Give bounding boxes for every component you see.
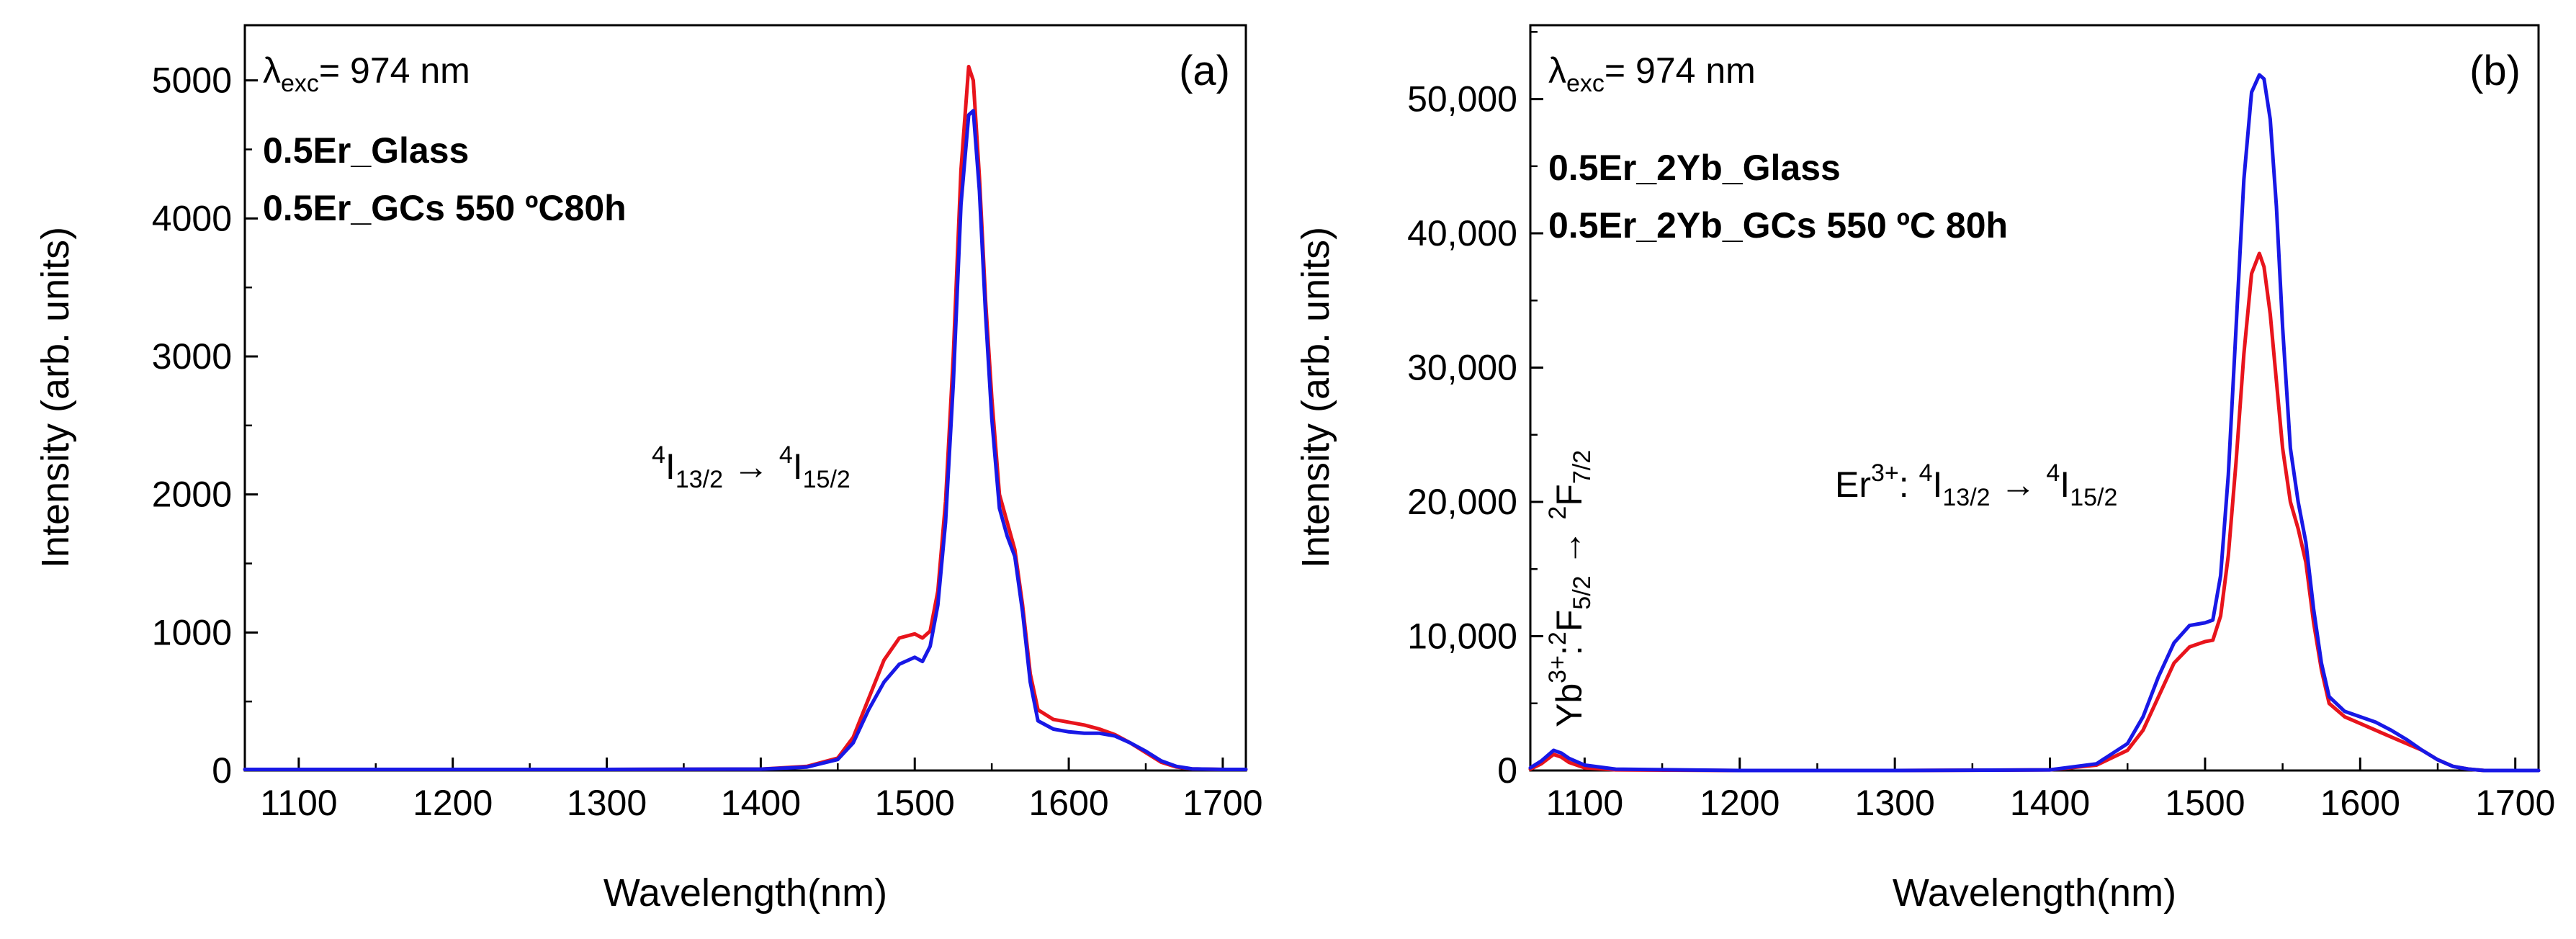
x-tick-label: 1600	[1028, 783, 1108, 823]
y-tick-label: 10,000	[1407, 616, 1517, 657]
x-tick-label: 1500	[2165, 783, 2245, 823]
series-line-glass	[243, 65, 1248, 771]
transition-annotation-a: 4I13/2 → 4I15/2	[652, 441, 851, 493]
y-tick-label: 1000	[152, 612, 232, 652]
y-tick-label: 0	[1497, 750, 1517, 791]
x-axis-ticks-b: 1100 1200 1300 1400 1500 1600 1700	[1546, 758, 2555, 823]
y-axis-title-b: Intensity (arb. units)	[1294, 227, 1337, 568]
x-tick-label: 1700	[2475, 783, 2555, 823]
excitation-label-a: λexc= 974 nm	[263, 50, 470, 97]
x-tick-label: 1500	[875, 783, 955, 823]
panel-label-b: (b)	[2469, 48, 2521, 94]
y-tick-label: 30,000	[1407, 348, 1517, 388]
y-tick-label: 20,000	[1407, 482, 1517, 522]
x-axis-ticks-a: 1100 1200 1300 1400 1500 1600 1700	[260, 758, 1263, 823]
x-tick-label: 1700	[1182, 783, 1262, 823]
legend-entry-glass-a: 0.5Er_Glass	[263, 130, 469, 171]
series-line-gcs	[243, 109, 1248, 771]
panel-a: 1100 1200 1300 1400 1500 1600 1700 0 1000 2000 30…	[34, 24, 1263, 915]
plot-frame-b	[1529, 24, 2540, 772]
y-axis-title-a: Intensity (arb. units)	[34, 227, 77, 568]
y-tick-label: 2000	[152, 475, 232, 515]
x-tick-label: 1300	[1855, 783, 1935, 823]
series-lines-b	[1528, 73, 2541, 773]
y-tick-label: 4000	[152, 198, 232, 238]
excitation-label-b: λexc= 974 nm	[1548, 50, 1756, 97]
y-tick-label: 0	[212, 750, 232, 791]
x-tick-label: 1400	[721, 783, 801, 823]
transition-annotation-b: Er3+: 4I13/2 → 4I15/2	[1835, 459, 2117, 511]
series-line-glass	[1528, 251, 2541, 773]
x-tick-label: 1100	[260, 783, 338, 823]
x-tick-label: 1200	[413, 783, 493, 823]
series-line-gcs	[1528, 73, 2541, 773]
panel-b: 1100 1200 1300 1400 1500 1600 1700 0 10,000 20,0…	[1294, 24, 2555, 915]
x-tick-label: 1300	[567, 783, 647, 823]
yb-transition-annotation-b: Yb3+:2F5/2 → 2F7/2	[1544, 450, 1596, 727]
panel-label-a: (a)	[1179, 48, 1230, 94]
x-axis-title-b: Wavelength(nm)	[1893, 871, 2176, 915]
y-tick-label: 40,000	[1407, 213, 1517, 253]
y-axis-ticks-b: 0 10,000 20,000 30,000 40,000 50,000	[1407, 31, 1543, 791]
legend-entry-gcs-a: 0.5Er_GCs 550 ºC80h	[263, 188, 627, 228]
x-tick-label: 1200	[1700, 783, 1780, 823]
x-tick-label: 1600	[2320, 783, 2400, 823]
y-tick-label: 5000	[152, 60, 232, 101]
y-tick-label: 3000	[152, 336, 232, 377]
y-axis-ticks-a: 0 1000 2000 3000 4000 5000	[152, 60, 258, 791]
y-tick-label: 50,000	[1407, 79, 1517, 120]
x-axis-title-a: Wavelength(nm)	[603, 871, 887, 915]
legend-entry-gcs-b: 0.5Er_2Yb_GCs 550 ºC 80h	[1548, 205, 2008, 246]
legend-entry-glass-b: 0.5Er_2Yb_Glass	[1548, 148, 1841, 188]
x-tick-label: 1400	[2010, 783, 2090, 823]
series-lines-a	[243, 65, 1248, 771]
x-tick-label: 1100	[1546, 783, 1624, 823]
